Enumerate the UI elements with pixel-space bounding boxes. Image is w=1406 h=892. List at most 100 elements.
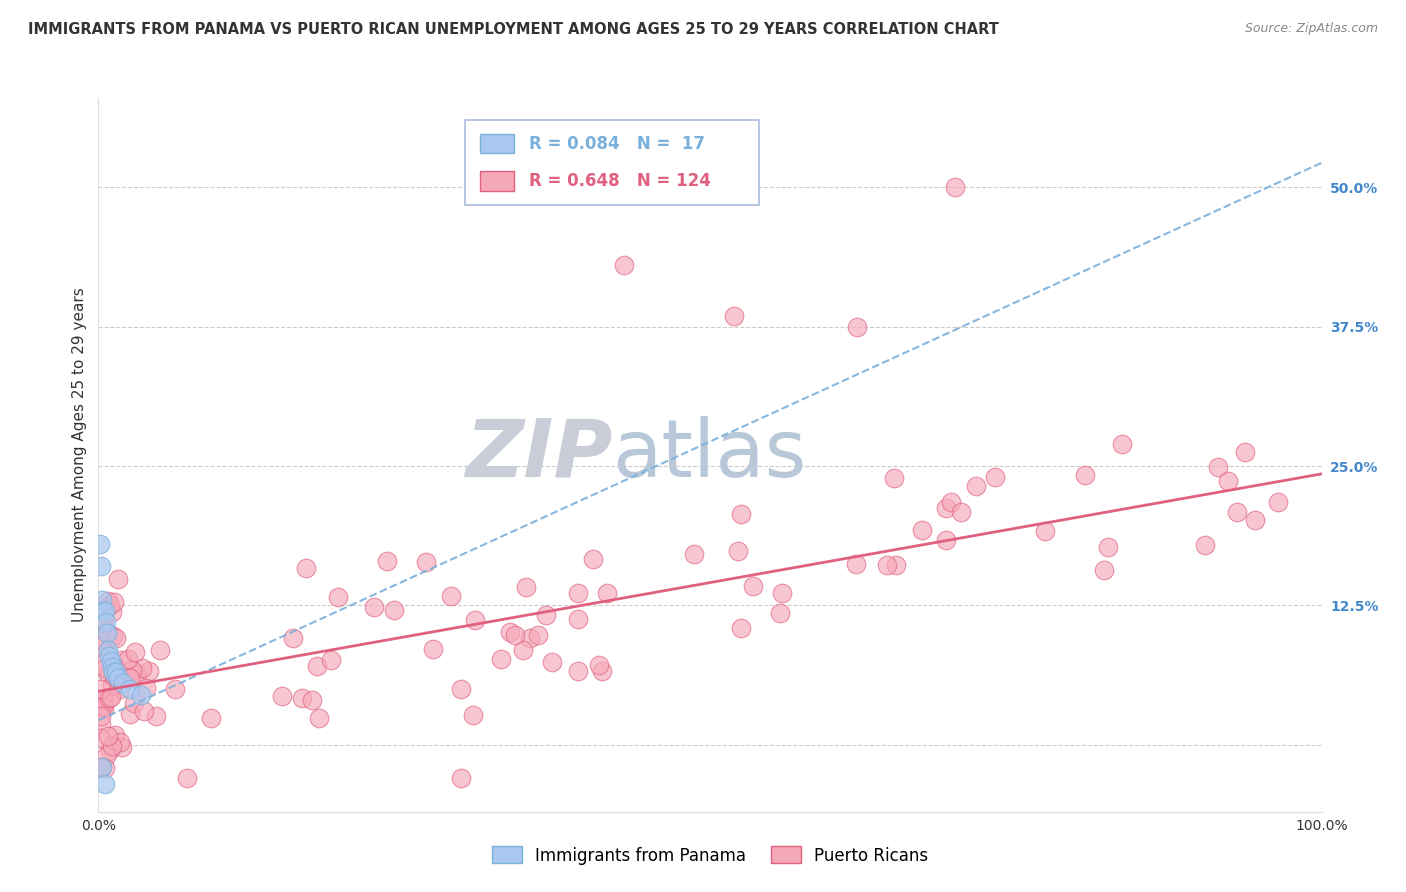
Point: [105, 631, 128, 645]
Point: [382, 603, 405, 617]
Point: [541, 655, 564, 669]
Point: [110, 682, 132, 697]
Text: ZIP: ZIP: [465, 416, 612, 494]
Point: [1218, 474, 1240, 488]
Point: [101, 678, 124, 692]
Point: [742, 579, 765, 593]
Point: [515, 580, 537, 594]
Point: [101, 665, 124, 680]
Point: [911, 523, 934, 537]
Point: [163, 681, 186, 696]
Point: [1226, 505, 1249, 519]
Point: [107, 572, 129, 586]
Point: [90, 698, 112, 712]
Point: [118, 671, 141, 685]
Point: [935, 533, 957, 548]
Point: [91, 615, 114, 629]
Point: [97, 729, 120, 743]
Point: [375, 554, 398, 568]
Point: [138, 664, 160, 678]
Point: [104, 728, 127, 742]
Y-axis label: Unemployment Among Ages 25 to 29 years: Unemployment Among Ages 25 to 29 years: [72, 287, 87, 623]
Point: [101, 629, 124, 643]
Text: IMMIGRANTS FROM PANAMA VS PUERTO RICAN UNEMPLOYMENT AMONG AGES 25 TO 29 YEARS CO: IMMIGRANTS FROM PANAMA VS PUERTO RICAN U…: [28, 22, 1000, 37]
Point: [103, 669, 125, 683]
Point: [270, 689, 294, 703]
Point: [464, 613, 486, 627]
Point: [519, 631, 541, 645]
Point: [90, 731, 112, 745]
Point: [121, 663, 143, 677]
Point: [845, 319, 868, 334]
Point: [97, 643, 120, 657]
Point: [730, 508, 752, 522]
Point: [127, 667, 149, 681]
Point: [682, 548, 704, 562]
Point: [111, 653, 134, 667]
Point: [613, 258, 636, 272]
Point: [100, 739, 122, 754]
Point: [96, 625, 118, 640]
Point: [90, 632, 112, 646]
Point: [200, 711, 222, 725]
Point: [90, 759, 112, 773]
Point: [97, 594, 120, 608]
Point: [89, 537, 111, 551]
Point: [93, 604, 115, 618]
Point: [499, 625, 522, 640]
Point: [1097, 540, 1119, 554]
Point: [91, 604, 114, 618]
Point: [1267, 495, 1289, 509]
Point: [124, 645, 146, 659]
Point: [103, 595, 125, 609]
Point: [883, 471, 905, 485]
Point: [591, 664, 613, 678]
Point: [176, 771, 198, 786]
Point: [94, 749, 117, 764]
Point: [118, 706, 141, 721]
Point: [90, 681, 112, 696]
Point: [415, 555, 437, 569]
Point: [876, 558, 898, 572]
Point: [100, 654, 122, 668]
Point: [145, 709, 167, 723]
Text: R = 0.084   N =  17: R = 0.084 N = 17: [529, 135, 704, 153]
Point: [534, 607, 557, 622]
Point: [439, 590, 461, 604]
Point: [1092, 564, 1115, 578]
Point: [104, 665, 127, 680]
Legend: Immigrants from Panama, Puerto Ricans: Immigrants from Panama, Puerto Ricans: [485, 839, 935, 871]
Point: [503, 628, 526, 642]
Point: [110, 670, 132, 684]
Point: [105, 668, 128, 682]
Point: [567, 586, 589, 600]
Point: [94, 661, 117, 675]
Point: [131, 661, 153, 675]
Point: [965, 479, 987, 493]
Point: [489, 652, 512, 666]
Point: [90, 616, 112, 631]
Point: [91, 640, 114, 654]
Point: [567, 665, 589, 679]
Point: [91, 760, 114, 774]
Point: [588, 658, 610, 673]
Point: [512, 643, 534, 657]
Point: [90, 657, 112, 672]
Point: [769, 606, 792, 620]
Point: [111, 739, 134, 754]
Point: [1234, 445, 1257, 459]
Point: [96, 626, 118, 640]
Point: [91, 699, 114, 714]
Point: [111, 676, 134, 690]
Point: [461, 708, 484, 723]
Point: [149, 643, 172, 657]
Point: [727, 544, 749, 558]
Point: [567, 612, 589, 626]
Point: [319, 653, 342, 667]
Point: [103, 659, 125, 673]
Point: [120, 681, 142, 696]
Text: Source: ZipAtlas.com: Source: ZipAtlas.com: [1244, 22, 1378, 36]
Point: [100, 690, 122, 705]
Point: [935, 500, 957, 515]
Point: [281, 631, 304, 645]
